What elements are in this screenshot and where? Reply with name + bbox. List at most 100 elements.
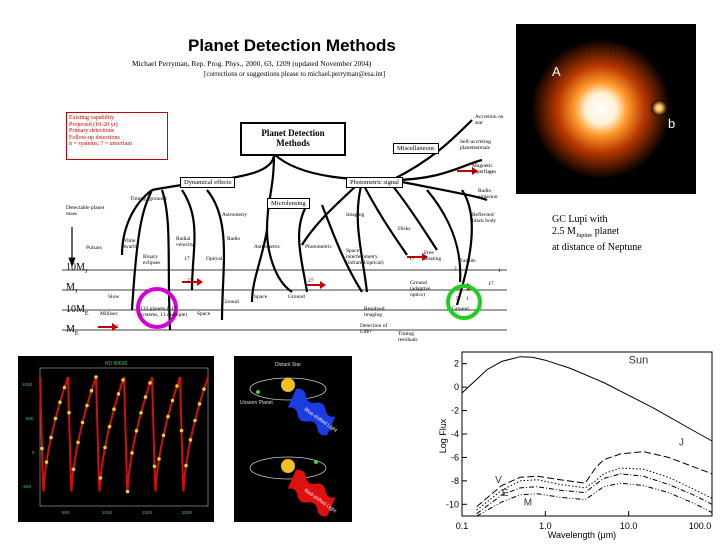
label-reflected: Reflected/ black body [472, 212, 497, 224]
count-label: 27 [187, 278, 193, 284]
label-ground: Ground [222, 299, 239, 305]
rv-data-point [130, 451, 134, 455]
label-distant-star: Distant Star [275, 362, 301, 368]
count-label: 1 [498, 268, 501, 274]
author-line: Michael Perryman, Rep. Prog. Phys., 2000… [132, 59, 372, 68]
count-label: 17 [184, 256, 190, 262]
label-self-accreting: Self-accreting planetesimals [460, 139, 491, 151]
series-label-e: E [502, 488, 509, 499]
y-axis-label: Log Flux [438, 418, 448, 453]
rv-ytick: 0 [32, 450, 35, 455]
label-binary-eclipses: Binary eclipses [143, 254, 161, 266]
rv-data-point [170, 398, 175, 403]
rv-data-point [125, 489, 130, 494]
label-star-a: A [552, 64, 561, 79]
label-magnetic: Magnetic superflares [472, 163, 497, 175]
rv-data-point [112, 407, 116, 411]
flux-spectrum-chart: Sun J V E M 0.1 1.0 10.0 100.0 2 0 -2 -4 -6 -8 -10 Wav… [438, 346, 720, 540]
label-unseen-planet: Unseen Planet [240, 400, 273, 406]
radial-velocity-plot: HD 80606 1000 500 0 -500 500 1000 1500 2… [18, 356, 214, 522]
rv-data-point [62, 385, 67, 390]
rv-data-point [157, 457, 161, 461]
series-line-m [476, 482, 713, 517]
label-space-interferometry: Space interferometry (infrared/optical) [346, 248, 384, 266]
label-millisec: Millisec [100, 311, 119, 317]
label-astrometric: Astrometric [254, 244, 281, 250]
rv-curve: HD 80606 1000 500 0 -500 500 1000 1500 2… [22, 361, 209, 515]
orbit-drawing: Distant Star Unseen Planet Blue-shifted … [240, 362, 338, 517]
count-label: 1 [466, 296, 469, 302]
label-timing-residuals: Timing residuals [398, 331, 418, 343]
label-disks: Disks [398, 226, 411, 232]
label-photometric: Photometric [305, 244, 332, 250]
x-tick-label: 100.0 [689, 521, 712, 531]
label-ground-3: Ground [452, 306, 469, 312]
photo-caption: GC Lupi with 2.5 MJupiter planet at dist… [552, 214, 642, 254]
mass-level-mj: MJ [66, 282, 78, 295]
x-tick-label: 0.1 [456, 521, 469, 531]
branch-photometric: Photometric signal [346, 177, 403, 188]
label-white-dwarfs: White dwarfs [122, 238, 137, 250]
rv-data-point [67, 410, 71, 415]
rv-data-point [98, 476, 103, 480]
detection-methods-diagram [62, 30, 507, 345]
count-label: 2 [116, 324, 119, 330]
label-ground-2: Ground [288, 294, 305, 300]
legend-item: n = systems; ? = uncertain [69, 141, 132, 148]
rv-xtick: 1000 [102, 510, 113, 515]
label-resolved-imaging: Resolved imaging [364, 306, 385, 318]
y-tick-label: -8 [451, 476, 459, 486]
rv-data-point [80, 420, 85, 425]
rv-data-point [53, 416, 58, 421]
rv-data-point [116, 392, 121, 396]
series-label-m: M [524, 497, 532, 508]
label-slow: Slow [108, 294, 120, 300]
branch-dynamical: Dynamical effects [180, 177, 236, 188]
label-timing: Timing (ground) [130, 196, 167, 202]
rv-xtick: 2000 [182, 510, 193, 515]
doppler-orbit-illustration: Distant Star Unseen Planet Blue-shifted … [234, 356, 352, 522]
rv-data-point [89, 388, 94, 393]
label-radial-velocity: Radial velocity [176, 236, 194, 248]
imaging-highlight-circle [446, 284, 482, 320]
rv-data-point [103, 445, 107, 450]
rv-ytick: -500 [22, 484, 32, 489]
rv-xtick: 1500 [142, 510, 153, 515]
count-label: 17 [409, 256, 415, 262]
series-line-sun [461, 356, 713, 442]
rv-data-point [94, 375, 98, 379]
rv-data-point [184, 463, 188, 468]
rv-data-point [58, 400, 62, 404]
legend-item: Primary detections [69, 128, 115, 135]
star-glow [531, 39, 671, 179]
branch-microlensing: Microlensing [267, 198, 310, 209]
series-label-j: J [679, 438, 684, 449]
series-line-j [476, 451, 713, 507]
gc-lupi-image: A b [516, 24, 696, 194]
caption-line: at distance of Neptune [552, 242, 642, 253]
x-tick-label: 10.0 [620, 521, 638, 531]
rv-data-point [197, 402, 202, 406]
legend-item: Projected (10-20 yr) [69, 121, 118, 128]
rv-data-point [139, 411, 143, 415]
label-detection-of-life: Detection of Life? [360, 323, 388, 335]
rv-header: HD 80606 [105, 361, 128, 367]
y-tick-label: -10 [446, 499, 459, 509]
label-radio-emission: Radio emission [478, 188, 498, 200]
y-tick-label: -2 [451, 406, 459, 416]
series-label-v: V [495, 475, 502, 486]
caption-line: 2.5 MJupiter planet [552, 226, 620, 239]
rv-data-point [71, 467, 76, 472]
tree-lines [62, 119, 507, 331]
flux-svg: Sun J VE M 0.1 1.0 10.0 100.0 2 0 -2 -4 -6 -8 -10 Wav… [438, 351, 713, 540]
rv-data-point [40, 446, 44, 451]
rv-ytick: 1000 [22, 382, 33, 387]
y-tick-label: 2 [454, 359, 459, 369]
label-radio: Radio [227, 236, 241, 242]
count-label: ?? [488, 171, 493, 177]
count-label: 5 [456, 296, 459, 302]
rv-data-point [188, 438, 193, 442]
rv-data-point [152, 464, 157, 469]
label-planet-b: b [668, 116, 676, 131]
label-imaging: Imaging [346, 212, 365, 218]
